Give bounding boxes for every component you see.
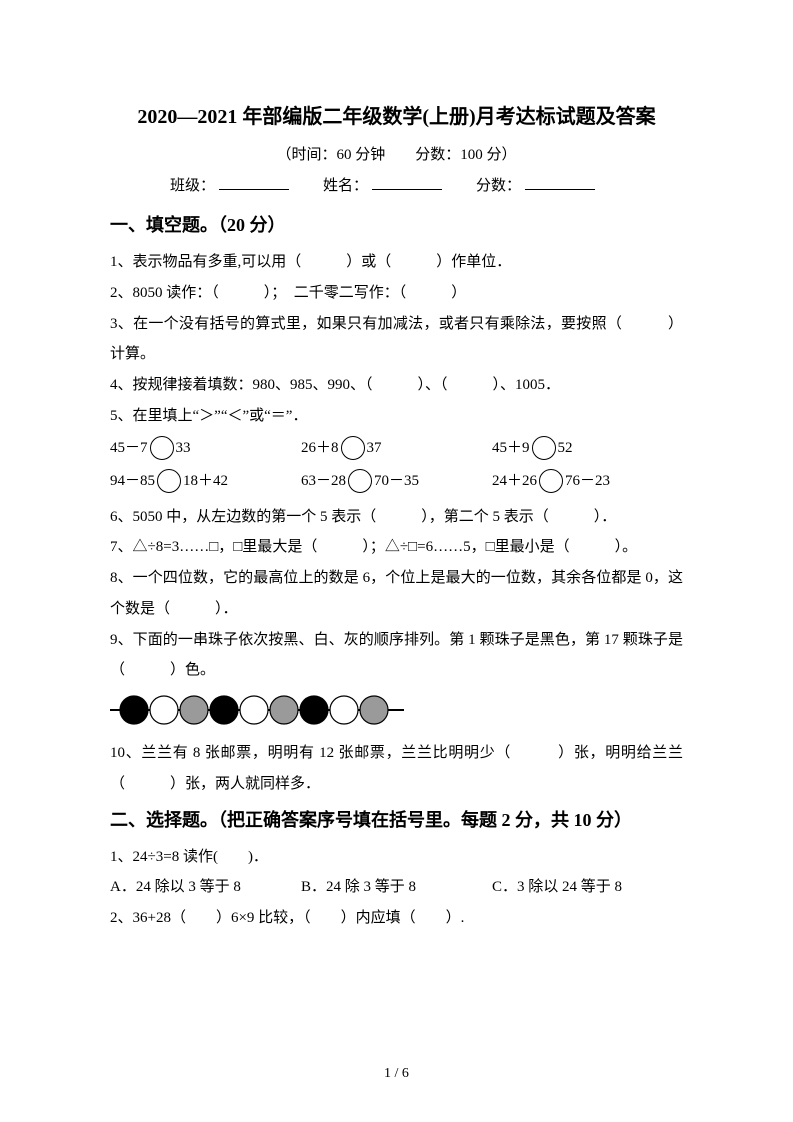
q9: 9、下面的一串珠子依次按黑、白、灰的顺序排列。第 1 颗珠子是黑色，第 17 颗… — [110, 625, 683, 687]
section2-heading: 二、选择题。（把正确答案序号填在括号里。每题 2 分，共 10 分） — [110, 806, 683, 832]
q5r1c-l: 45＋9 — [492, 440, 530, 456]
q10: 10、兰兰有 8 张邮票，明明有 12 张邮票，兰兰比明明少（ ）张，明明给兰兰… — [110, 738, 683, 800]
q5r1b: 26＋8 37 — [301, 432, 492, 465]
name-blank[interactable] — [372, 174, 442, 190]
q5r2c-r: 76－23 — [565, 473, 610, 489]
class-label: 班级： — [170, 174, 293, 195]
q4: 4、按规律接着填数：980、985、990、（ ）、（ ）、1005． — [110, 370, 683, 401]
compare-circle[interactable] — [157, 469, 181, 493]
q2: 2、8050 读作：（ ）； 二千零二写作：（ ） — [110, 278, 683, 309]
q6: 6、5050 中，从左边数的第一个 5 表示（ ），第二个 5 表示（ ）． — [110, 502, 683, 533]
doc-title: 2020—2021 年部编版二年级数学(上册)月考达标试题及答案 — [110, 100, 683, 129]
name-label: 姓名： — [323, 174, 446, 195]
q5r2a-l: 94－85 — [110, 473, 155, 489]
q5r2b-l: 63－28 — [301, 473, 346, 489]
choice-b: B．24 除 3 等于 8 — [301, 872, 492, 903]
compare-circle[interactable] — [341, 436, 365, 460]
q5-row2: 94－85 18＋42 63－28 70－35 24＋26 76－23 — [110, 465, 683, 498]
score-blank[interactable] — [525, 174, 595, 190]
beads-diagram — [110, 692, 683, 728]
q5-row1: 45－7 33 26＋8 37 45＋9 52 — [110, 432, 683, 465]
page: 2020—2021 年部编版二年级数学(上册)月考达标试题及答案 （时间：60 … — [0, 0, 793, 1122]
q5r2c: 24＋26 76－23 — [492, 465, 683, 498]
q5r2b: 63－28 70－35 — [301, 465, 492, 498]
choice-c: C．3 除以 24 等于 8 — [492, 872, 683, 903]
q7: 7、△÷8=3……□，□里最大是（ ）；△÷□=6……5，□里最小是（ ）。 — [110, 532, 683, 563]
q1: 1、表示物品有多重,可以用（ ）或（ ）作单位． — [110, 247, 683, 278]
compare-circle[interactable] — [150, 436, 174, 460]
q3: 3、在一个没有括号的算式里，如果只有加减法，或者只有乘除法，要按照（ ）计算。 — [110, 309, 683, 371]
class-blank[interactable] — [219, 174, 289, 190]
compare-circle[interactable] — [539, 469, 563, 493]
q5r2c-l: 24＋26 — [492, 473, 537, 489]
q5r1c-r: 52 — [558, 440, 573, 456]
q5r1c: 45＋9 52 — [492, 432, 683, 465]
q5r2a-r: 18＋42 — [183, 473, 228, 489]
info-row: 班级： 姓名： 分数： — [110, 174, 683, 195]
section1-heading: 一、填空题。（20 分） — [110, 211, 683, 237]
score-text: 分数： — [476, 174, 521, 195]
q5r2a: 94－85 18＋42 — [110, 465, 301, 498]
doc-meta: （时间：60 分钟 分数：100 分） — [110, 143, 683, 164]
q5r1a-l: 45－7 — [110, 440, 148, 456]
compare-circle[interactable] — [532, 436, 556, 460]
q5r2b-r: 70－35 — [374, 473, 419, 489]
choice-a: A．24 除以 3 等于 8 — [110, 872, 301, 903]
q8: 8、一个四位数，它的最高位上的数是 6，个位上是最大的一位数，其余各位都是 0，… — [110, 563, 683, 625]
compare-circle[interactable] — [348, 469, 372, 493]
s2q1-choices: A．24 除以 3 等于 8 B．24 除 3 等于 8 C．3 除以 24 等… — [110, 872, 683, 903]
name-text: 姓名： — [323, 174, 368, 195]
class-text: 班级： — [170, 174, 215, 195]
s2q1: 1、24÷3=8 读作( )． — [110, 842, 683, 873]
q5r1b-l: 26＋8 — [301, 440, 339, 456]
page-number: 1 / 6 — [0, 1066, 793, 1082]
q5r1b-r: 37 — [367, 440, 382, 456]
q5r1a: 45－7 33 — [110, 432, 301, 465]
q5: 5、在里填上“＞”“＜”或“＝”． — [110, 401, 683, 432]
s2q2: 2、36+28（ ）6×9 比较，（ ）内应填（ ）. — [110, 903, 683, 934]
score-label: 分数： — [476, 174, 599, 195]
q5r1a-r: 33 — [176, 440, 191, 456]
